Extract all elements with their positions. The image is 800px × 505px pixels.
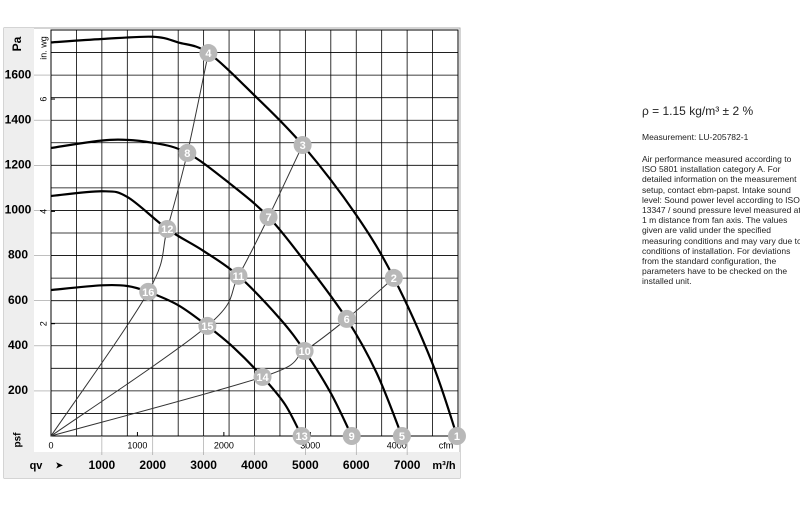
y2-tick-label: 2 xyxy=(38,321,48,326)
y2-tick-label: 6 xyxy=(38,97,48,102)
x2-tick-label: 4000 xyxy=(387,440,407,450)
point-label: 11 xyxy=(233,271,245,283)
axis-strip xyxy=(4,28,34,478)
y2-tick-label: 4 xyxy=(38,209,48,214)
axis-strip-bottom xyxy=(4,452,460,478)
operating-point xyxy=(253,367,272,386)
measurement: Measurement: LU-205782-1 xyxy=(642,132,749,142)
operating-point xyxy=(392,427,411,445)
operating-point xyxy=(292,427,311,445)
point-label: 15 xyxy=(201,321,213,333)
point-label: 12 xyxy=(161,224,173,236)
operating-point xyxy=(259,207,278,226)
point-label: 16 xyxy=(142,287,154,299)
y-tick-label: 600 xyxy=(8,293,28,307)
x2-tick-label: 3000 xyxy=(300,440,320,450)
density: ρ = 1.15 kg/m³ ± 2 % xyxy=(642,104,754,118)
operating-point xyxy=(178,143,197,162)
x2-tick-label: 1000 xyxy=(127,440,147,450)
point-label: 9 xyxy=(349,431,355,443)
point-label: 3 xyxy=(300,140,306,152)
point-label: 13 xyxy=(295,431,307,443)
y-tick-label: 200 xyxy=(8,383,28,397)
x-tick-label: 7000 xyxy=(394,458,421,472)
y-tick-label: 800 xyxy=(8,248,28,262)
operating-point xyxy=(293,136,312,155)
x-tick-label: 5000 xyxy=(292,458,319,472)
x-axis-label: qv xyxy=(30,460,44,472)
fan-curve xyxy=(50,138,403,437)
operating-point xyxy=(384,268,403,287)
operating-point xyxy=(198,316,217,335)
x2-tick-label: 0 xyxy=(48,440,53,450)
point-label: 1 xyxy=(454,431,460,443)
point-label: 7 xyxy=(265,212,271,224)
x2-axis-label: cfm xyxy=(439,440,454,450)
point-label: 10 xyxy=(298,346,310,358)
y-axis-label: Pa xyxy=(10,36,24,51)
description: Air performance measured according to IS… xyxy=(642,154,800,287)
point-label: 5 xyxy=(399,431,405,443)
point-label: 2 xyxy=(391,273,397,285)
operating-point xyxy=(295,341,314,360)
fan-curve xyxy=(50,35,459,437)
x-tick-label: 1000 xyxy=(89,458,116,472)
y-tick-label: 1200 xyxy=(5,158,32,172)
x-axis-arrow: ➤ xyxy=(55,461,63,472)
operating-point xyxy=(199,44,218,63)
x-tick-label: 4000 xyxy=(241,458,268,472)
x-tick-label: 6000 xyxy=(343,458,370,472)
point-label: 8 xyxy=(184,148,190,160)
operating-point xyxy=(337,309,356,328)
operating-point xyxy=(447,427,466,445)
y2-axis-label: in. wg xyxy=(38,36,48,60)
x2-tick-label: 2000 xyxy=(214,440,234,450)
operating-point xyxy=(342,427,361,445)
y-tick-label: 1000 xyxy=(5,203,32,217)
fan-curve xyxy=(50,190,353,437)
point-label: 6 xyxy=(344,314,350,326)
y-axis-label-psf: psf xyxy=(13,432,24,448)
notes: ρ = 1.15 kg/m³ ± 2 % Measurement: LU-205… xyxy=(642,104,800,287)
operating-point xyxy=(139,282,158,301)
operating-point xyxy=(229,266,248,285)
x-tick-label: 3000 xyxy=(190,458,217,472)
y-tick-label: 1400 xyxy=(5,112,32,126)
x-axis-unit: m³/h xyxy=(432,460,456,472)
operating-point xyxy=(158,219,177,238)
point-label: 14 xyxy=(256,372,269,384)
x-tick-label: 2000 xyxy=(139,458,166,472)
y-tick-label: 400 xyxy=(8,338,28,352)
fan-curve xyxy=(50,283,303,437)
point-label: 4 xyxy=(205,48,212,60)
y-tick-label: 1600 xyxy=(5,67,32,81)
